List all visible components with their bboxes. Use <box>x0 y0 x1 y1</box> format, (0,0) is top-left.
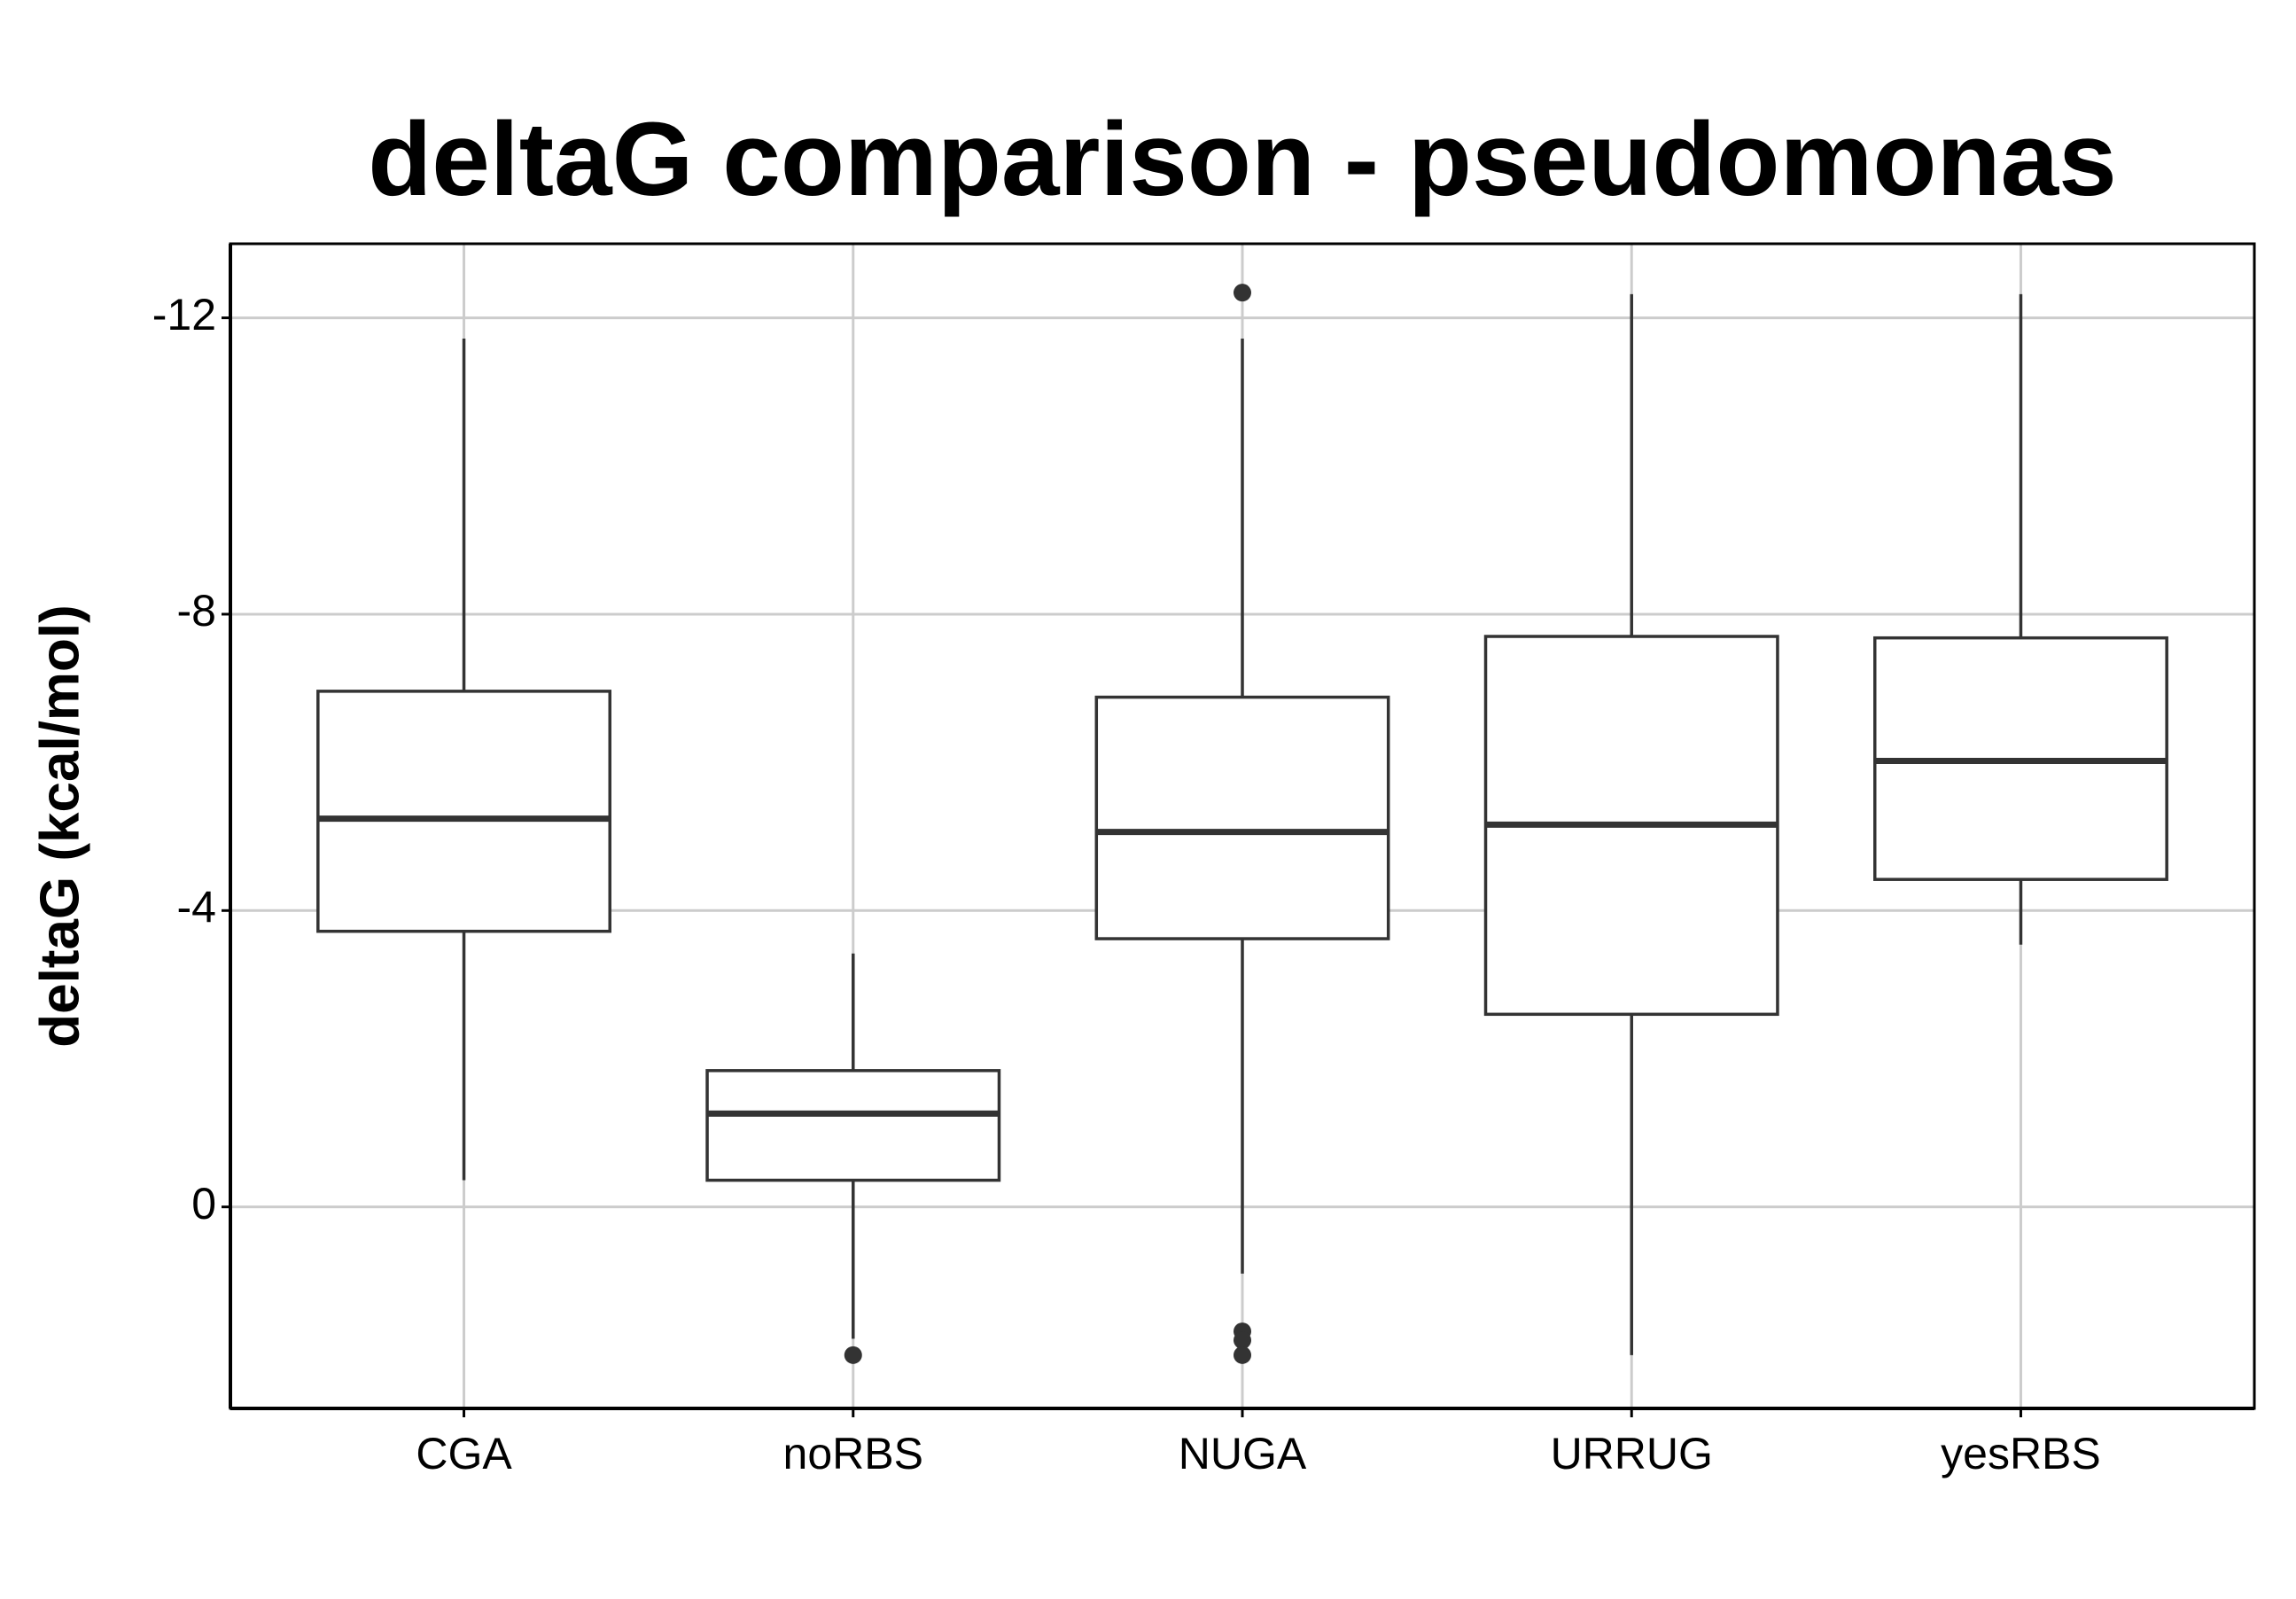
y-tick-label: -12 <box>152 290 216 339</box>
box <box>705 1069 1001 1182</box>
x-tick-label: yesRBS <box>1941 1429 2101 1478</box>
y-axis-label: deltaG (kcal/mol) <box>29 604 90 1048</box>
box <box>1094 695 1390 940</box>
x-tick-label: URRUG <box>1551 1429 1713 1478</box>
outlier <box>1234 1331 1251 1350</box>
x-tick-label: CGA <box>416 1429 512 1478</box>
x-tick-label: noRBS <box>783 1429 923 1478</box>
chart-title: deltaG comparison - pseudomonas <box>368 101 2117 218</box>
y-tick-label: -8 <box>177 586 216 636</box>
outlier <box>1234 284 1251 302</box>
y-tick-label: 0 <box>191 1179 216 1228</box>
outlier <box>844 1346 862 1364</box>
outlier <box>1234 1346 1251 1364</box>
x-tick-label: NUGA <box>1179 1429 1307 1478</box>
box <box>316 690 611 933</box>
y-tick-label: -4 <box>177 882 216 932</box>
